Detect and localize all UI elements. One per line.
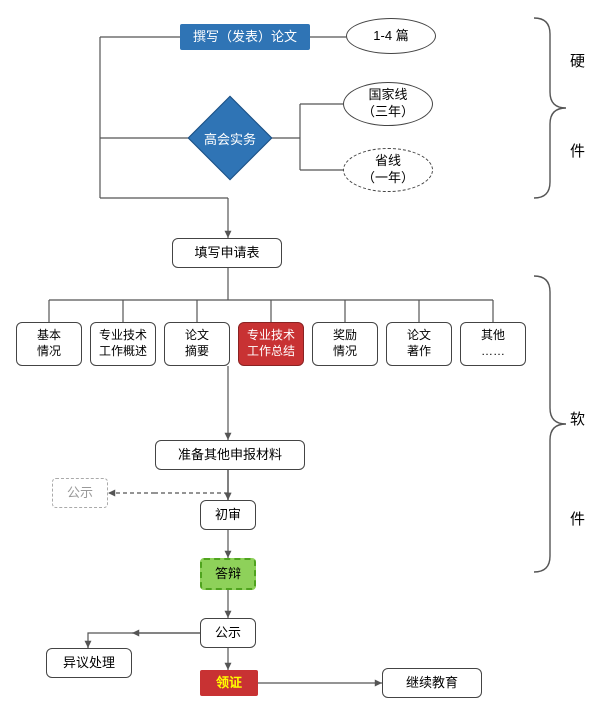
- side-label-soft-2: 件: [570, 508, 585, 529]
- node-exam-diamond: 高会实务: [200, 108, 260, 168]
- form-item-1: 专业技术工作概述: [90, 322, 156, 366]
- form-item-5: 论文著作: [386, 322, 452, 366]
- form-item-3: 专业技术工作总结: [238, 322, 304, 366]
- node-write-paper: 撰写（发表）论文: [180, 24, 310, 50]
- node-national-line: 国家线（三年）: [343, 82, 433, 126]
- node-objection: 异议处理: [46, 648, 132, 678]
- side-label-hard-1: 硬: [570, 50, 585, 71]
- form-item-6: 其他……: [460, 322, 526, 366]
- side-label-hard-2: 件: [570, 140, 585, 161]
- node-provincial-line: 省线（一年）: [343, 148, 433, 192]
- node-prepare-materials: 准备其他申报材料: [155, 440, 305, 470]
- form-item-2: 论文摘要: [164, 322, 230, 366]
- form-item-0: 基本情况: [16, 322, 82, 366]
- node-apply-form: 填写申请表: [172, 238, 282, 268]
- node-publicity: 公示: [200, 618, 256, 648]
- node-continuing-education: 继续教育: [382, 668, 482, 698]
- node-exam-label: 高会实务: [200, 108, 260, 168]
- node-paper-count: 1-4 篇: [346, 18, 436, 54]
- node-publicity-draft: 公示: [52, 478, 108, 508]
- node-certificate: 领证: [200, 670, 258, 696]
- form-item-4: 奖励情况: [312, 322, 378, 366]
- side-label-soft-1: 软: [570, 408, 585, 429]
- node-defense: 答辩: [200, 558, 256, 590]
- node-first-review: 初审: [200, 500, 256, 530]
